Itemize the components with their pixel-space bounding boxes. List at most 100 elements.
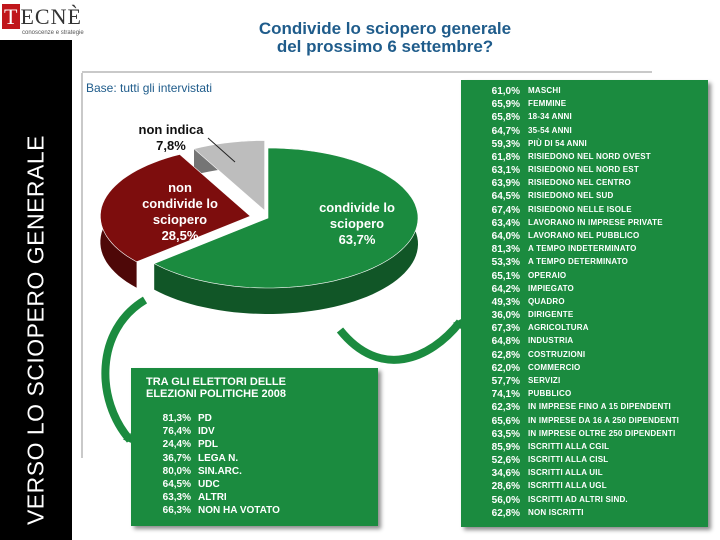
sidebar: VERSO LO SCIOPERO GENERALE	[0, 40, 72, 540]
segments-row-value: 64,2%	[491, 283, 520, 295]
segments-row-value: 64,7%	[491, 125, 520, 137]
slice-label-non-condivide: non condivide lo sciopero 28,5%	[120, 180, 240, 244]
segments-row-value: 49,3%	[491, 296, 520, 308]
elections-row-value: 64,5%	[162, 479, 191, 490]
segments-row-label: PIÙ DI 54 ANNI	[528, 138, 587, 148]
segments-row-value: 62,8%	[491, 349, 520, 361]
pie-slice-condivide	[153, 147, 419, 289]
elections-row-label: UDC	[198, 479, 220, 490]
segments-row-value: 63,9%	[491, 178, 520, 190]
segments-row-label: LAVORANO NEL PUBBLICO	[528, 230, 640, 240]
segments-row-value: 62,8%	[491, 507, 520, 519]
page-title: Condivide lo sciopero generale del pross…	[150, 20, 620, 56]
logo: TECNÈ conoscenze e strategie	[2, 4, 84, 40]
segments-row-label: RISIEDONO NEL NORD OVEST	[528, 151, 651, 161]
segments-row-value: 65,6%	[491, 415, 520, 427]
elections-row-value: 36,7%	[162, 452, 191, 464]
segments-row-label: SERVIZI	[528, 375, 561, 385]
slice-label-non-condivide-line3: sciopero	[152, 212, 208, 227]
segments-row-label: RISIEDONO NEL CENTRO	[528, 178, 631, 188]
segments-row-label: PUBBLICO	[528, 389, 572, 399]
logo-rest: ECNÈ	[20, 4, 82, 29]
elections-row-value: 81,3%	[162, 413, 191, 424]
segments-row-value: 62,3%	[491, 402, 520, 414]
pie-slice-condivide-side	[154, 148, 418, 314]
pie-slice-non-indica	[193, 140, 265, 212]
segments-row-label: IN IMPRESE OLTRE 250 DIPENDENTI	[528, 428, 676, 438]
segments-row-value: 63,4%	[491, 217, 520, 229]
grey-slice-leader-line	[207, 137, 236, 163]
segments-row-value: 65,8%	[491, 112, 520, 124]
segments-row-label: INDUSTRIA	[528, 336, 574, 346]
logo-initial: T	[2, 4, 21, 29]
segments-row-value: 57,7%	[491, 375, 520, 387]
segments-row-label: NON ISCRITTI	[528, 507, 584, 517]
slice-label-non-condivide-line2: condivide lo	[142, 196, 218, 211]
segments-row-label: COMMERCIO	[528, 362, 581, 372]
segments-row-label: COSTRUZIONI	[528, 349, 586, 359]
slice-label-condivide: condivide lo sciopero 63,7%	[292, 200, 422, 248]
segments-row-value: 64,0%	[491, 230, 520, 242]
segments-row-value: 52,6%	[491, 455, 520, 467]
segments-row-value: 56,0%	[491, 494, 520, 506]
elections-box: TRA GLI ELETTORI DELLE ELEZIONI POLITICH…	[131, 368, 378, 526]
elections-row-label: LEGA N.	[198, 452, 239, 464]
elections-row-label: ALTRI	[198, 492, 227, 504]
slice-label-condivide-line2: sciopero	[329, 216, 385, 231]
segments-row-label: 18-34 ANNI	[528, 112, 572, 122]
elections-row-value: 63,3%	[162, 492, 191, 504]
elections-row-label: NON HA VOTATO	[198, 505, 280, 517]
segments-row-value: 81,3%	[491, 244, 520, 256]
segments-row-label: AGRICOLTURA	[528, 323, 589, 333]
elections-row-value: 80,0%	[162, 465, 191, 477]
segments-row-value: 36,0%	[491, 310, 520, 322]
segments-row-value: 34,6%	[491, 468, 520, 480]
segments-row-value: 61,8%	[491, 151, 520, 163]
elections-heading-line1: TRA GLI ELETTORI DELLE	[146, 376, 286, 388]
segments-box: 61,0% MASCHI 65,9% FEMMINE 65,8% 18-34 ANNI 64…	[461, 80, 708, 527]
slice-label-non-condivide-value: 28,5%	[161, 228, 199, 243]
segments-row-value: 64,8%	[491, 336, 520, 348]
segments-row-label: ISCRITTI ALLA CGIL	[528, 441, 610, 451]
segments-row-label: ISCRITTI ALLA CISL	[528, 455, 609, 465]
logo-wordmark: TECNÈ	[2, 4, 82, 30]
segments-row-label: ISCRITTI ALLA UGL	[528, 481, 607, 491]
segments-row-label: A TEMPO INDETERMINATO	[528, 244, 637, 254]
elections-row-label: SIN.ARC.	[198, 465, 242, 477]
segments-row-value: 65,1%	[491, 270, 520, 282]
segments-row-label: QUADRO	[528, 296, 565, 306]
elections-row-label: IDV	[198, 426, 215, 438]
segments-row-label: ISCRITTI AD ALTRI SIND.	[528, 494, 628, 504]
elections-row-label: PD	[198, 413, 212, 424]
elections-row-value: 24,4%	[162, 439, 191, 451]
arrow-to-segments-box	[336, 318, 464, 364]
segments-row-label: OPERAIO	[528, 270, 567, 280]
chart-subtitle: Base: tutti gli intervistati	[86, 81, 213, 95]
segments-row-label: RISIEDONO NEL NORD EST	[528, 165, 639, 175]
segments-row-label: IMPIEGATO	[528, 283, 574, 293]
segments-row-value: 65,9%	[491, 99, 520, 111]
pie-slice-non-condivide	[100, 154, 251, 263]
elections-row-label: PDL	[198, 439, 218, 451]
segments-row-value: 67,4%	[491, 204, 520, 216]
title-line-2: del prossimo 6 settembre?	[276, 37, 494, 56]
segments-row-label: RISIEDONO NELLE ISOLE	[528, 204, 632, 214]
title-line-1: Condivide lo sciopero generale	[258, 19, 512, 38]
segments-row-label: ISCRITTI ALLA UIL	[528, 468, 603, 478]
elections-heading-line2: ELEZIONI POLITICHE 2008	[146, 388, 286, 400]
divider-vertical	[81, 73, 83, 458]
slice-label-condivide-line1: condivide lo	[319, 200, 395, 215]
elections-row-value: 66,3%	[162, 505, 191, 517]
elections-row-value: 76,4%	[162, 426, 191, 438]
segments-row-value: 61,0%	[491, 86, 520, 97]
slice-label-non-indica-line1: non indica	[138, 122, 204, 137]
segments-row-label: RISIEDONO NEL SUD	[528, 191, 614, 201]
segments-row-value: 64,5%	[491, 191, 520, 203]
arrow-to-elections-box	[101, 296, 148, 444]
elections-box-heading: TRA GLI ELETTORI DELLE ELEZIONI POLITICH…	[146, 376, 366, 400]
segments-row-value: 74,1%	[491, 389, 520, 401]
segments-row-label: A TEMPO DETERMINATO	[528, 257, 629, 267]
logo-tagline: conoscenze e strategie	[22, 30, 84, 36]
segments-row-value: 59,3%	[491, 138, 520, 150]
